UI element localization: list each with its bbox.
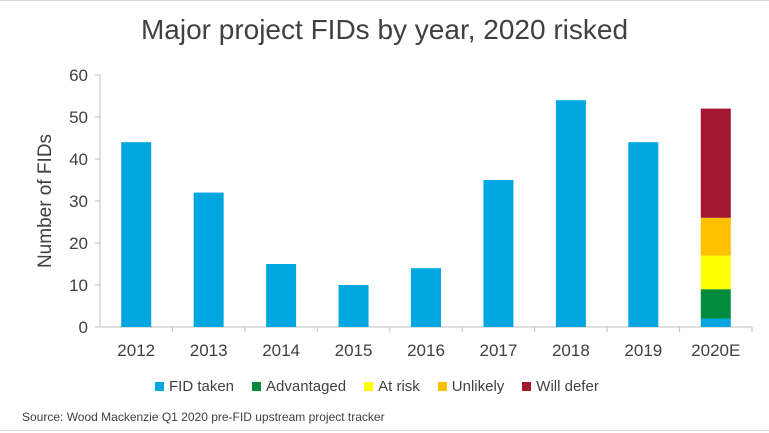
legend-item: At risk: [364, 378, 420, 395]
x-tick-label: 2014: [262, 341, 300, 360]
x-tick-label: 2012: [117, 341, 155, 360]
y-tick-label: 50: [69, 108, 88, 127]
legend-item: FID taken: [155, 378, 234, 395]
y-tick-label: 30: [69, 192, 88, 211]
x-tick-label: 2015: [335, 341, 373, 360]
bar-fid-taken: [121, 142, 152, 327]
legend-label: At risk: [378, 378, 420, 395]
source-note: Source: Wood Mackenzie Q1 2020 pre-FID u…: [22, 410, 385, 424]
top-divider: [0, 0, 769, 1]
bar-unlikely: [700, 217, 731, 256]
x-tick-label: 2016: [407, 341, 445, 360]
legend-label: Advantaged: [266, 378, 347, 395]
legend-label: Will defer: [536, 378, 599, 395]
bottom-divider: [0, 430, 769, 431]
bar-fid-taken: [700, 318, 731, 327]
legend-label: FID taken: [169, 378, 235, 395]
legend-swatch: [252, 382, 262, 391]
y-tick-label: 20: [69, 234, 88, 253]
bar-fid-taken: [628, 142, 659, 327]
x-tick-label: 2020E: [691, 341, 740, 360]
bar-fid-taken: [411, 268, 441, 327]
y-axis-title: Number of FIDs: [35, 134, 56, 268]
bar-fid-taken: [193, 192, 224, 327]
legend-label: Unlikely: [451, 378, 505, 395]
legend-item: Advantaged: [252, 378, 346, 395]
chart-title: Major project FIDs by year, 2020 risked: [140, 14, 629, 45]
y-tick-label: 0: [79, 318, 88, 337]
legend-item: Unlikely: [437, 378, 505, 395]
x-tick-label: 2019: [624, 341, 662, 360]
x-tick-label: 2018: [552, 341, 590, 360]
bar-advantaged: [700, 289, 731, 319]
y-tick-label: 60: [69, 66, 88, 85]
bar-fid-taken: [555, 100, 586, 327]
bar-fid-taken: [266, 264, 297, 327]
x-tick-label: 2017: [480, 341, 518, 360]
y-tick-label: 10: [69, 276, 88, 295]
bar-at-risk: [700, 255, 731, 290]
y-tick-label: 40: [69, 150, 88, 169]
bar-will-defer: [700, 108, 731, 218]
legend-swatch: [437, 382, 447, 391]
bar-fid-taken: [338, 285, 369, 327]
x-tick-label: 2013: [190, 341, 228, 360]
legend-item: Will defer: [522, 378, 599, 395]
bar-fid-taken: [483, 180, 514, 327]
legend-swatch: [522, 382, 532, 391]
legend-swatch: [155, 382, 164, 391]
chart-legend: FID taken Advantaged At risk Unlikely Will d…: [155, 378, 599, 395]
legend-swatch: [364, 382, 374, 391]
